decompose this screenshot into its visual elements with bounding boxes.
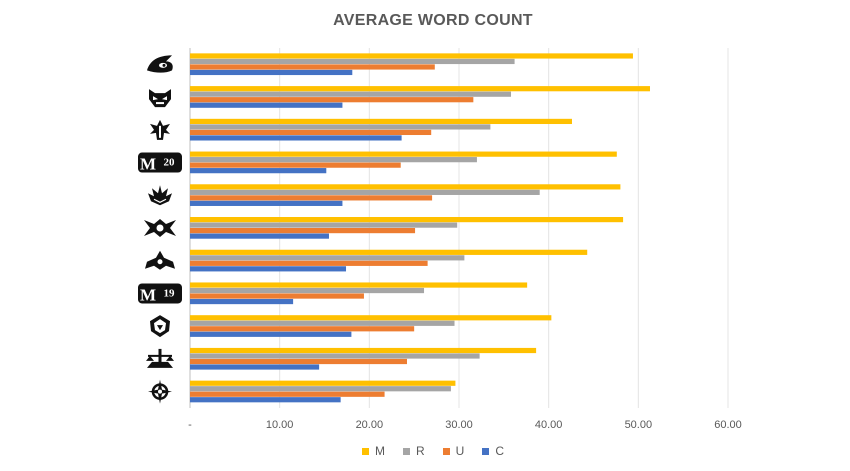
bar-R-set-11 — [190, 386, 451, 392]
legend-item-C: C — [482, 444, 504, 458]
legend-swatch — [402, 447, 410, 455]
m20-core-set-icon: M 20 — [138, 152, 182, 174]
bar-R-set-6 — [190, 222, 458, 228]
x-tick-label: 50.00 — [625, 419, 653, 431]
x-tick-label: 10.00 — [266, 419, 294, 431]
bar-C-set-10 — [190, 364, 320, 370]
bar-M-set-6 — [190, 217, 624, 223]
bar-C-set-1 — [190, 69, 353, 76]
scales-set-icon — [146, 348, 174, 368]
bar-U-set-1 — [190, 64, 435, 70]
legend-label: C — [495, 444, 504, 458]
fortress-set-icon — [145, 250, 175, 270]
bar-U-set-11 — [190, 391, 385, 397]
bar-M-M20 — [190, 151, 617, 157]
legend-item-M: M — [361, 444, 385, 458]
warship-set-icon — [144, 219, 176, 237]
bar-M-set-2 — [190, 86, 650, 92]
bar-R-set-7 — [190, 255, 465, 261]
bar-C-M20 — [190, 168, 327, 174]
bar-M-set-5 — [190, 184, 621, 190]
x-tick-label: 30.00 — [445, 419, 473, 431]
bar-R-set-2 — [190, 91, 512, 97]
shield-face-set-icon — [150, 315, 170, 338]
legend-item-U: U — [442, 444, 465, 458]
bar-U-set-5 — [190, 195, 433, 201]
demon-mask-set-icon — [149, 89, 171, 108]
bar-M-set-9 — [190, 315, 552, 321]
legend-item-R: R — [402, 444, 425, 458]
legend-label: M — [374, 444, 385, 458]
bar-R-set-5 — [190, 189, 540, 195]
bar-U-set-7 — [190, 260, 428, 266]
bar-R-set-1 — [190, 58, 515, 65]
x-tick-label: - — [188, 419, 192, 431]
category-icons: M 20 M 19 — [138, 55, 182, 404]
bar-M-set-11 — [190, 380, 456, 386]
bar-C-set-3 — [190, 135, 402, 141]
svg-text:19: 19 — [164, 287, 176, 299]
legend-swatch — [442, 447, 450, 455]
x-axis-ticks: - 10.00 20.00 30.00 40.00 50.00 60.00 — [188, 419, 742, 431]
bar-C-M19 — [190, 298, 294, 305]
chart-title: AVERAGE WORD COUNT — [333, 12, 533, 29]
bar-U-M20 — [190, 162, 401, 168]
bar-R-set-10 — [190, 353, 480, 359]
bars-group — [190, 53, 650, 403]
bar-C-set-6 — [190, 233, 329, 239]
bar-C-set-9 — [190, 331, 352, 337]
legend-label: U — [455, 444, 465, 458]
legend-swatch — [361, 447, 369, 455]
x-tick-label: 60.00 — [714, 419, 742, 431]
bar-C-set-7 — [190, 266, 347, 272]
bar-M-M19 — [190, 282, 528, 288]
svg-text:20: 20 — [164, 157, 176, 169]
spire-set-icon — [150, 119, 170, 140]
bar-R-set-3 — [190, 124, 491, 130]
m19-core-set-icon: M 19 — [138, 283, 182, 304]
bar-M-set-10 — [190, 347, 537, 354]
bar-M-set-1 — [190, 53, 633, 59]
bar-C-set-2 — [190, 102, 343, 108]
x-tick-label: 40.00 — [535, 419, 563, 431]
bar-U-set-3 — [190, 129, 432, 136]
x-tick-label: 20.00 — [356, 419, 384, 431]
bar-M-set-7 — [190, 249, 588, 255]
bar-U-set-6 — [190, 228, 416, 234]
bar-U-M19 — [190, 293, 364, 299]
bar-U-set-10 — [190, 358, 407, 365]
claw-face-set-icon — [147, 55, 173, 73]
svg-text:M: M — [140, 285, 156, 304]
svg-text:M: M — [140, 155, 156, 174]
bar-R-M19 — [190, 287, 425, 294]
bar-C-set-11 — [190, 397, 341, 403]
bar-U-set-9 — [190, 326, 415, 332]
bar-U-set-2 — [190, 97, 474, 103]
trident-crown-set-icon — [148, 185, 172, 206]
legend-swatch — [482, 447, 490, 455]
bar-R-M20 — [190, 157, 477, 163]
compass-star-set-icon — [148, 379, 172, 404]
legend-label: R — [415, 444, 425, 458]
bar-C-set-5 — [190, 200, 343, 206]
bar-M-set-3 — [190, 118, 572, 125]
bar-R-set-9 — [190, 320, 455, 326]
